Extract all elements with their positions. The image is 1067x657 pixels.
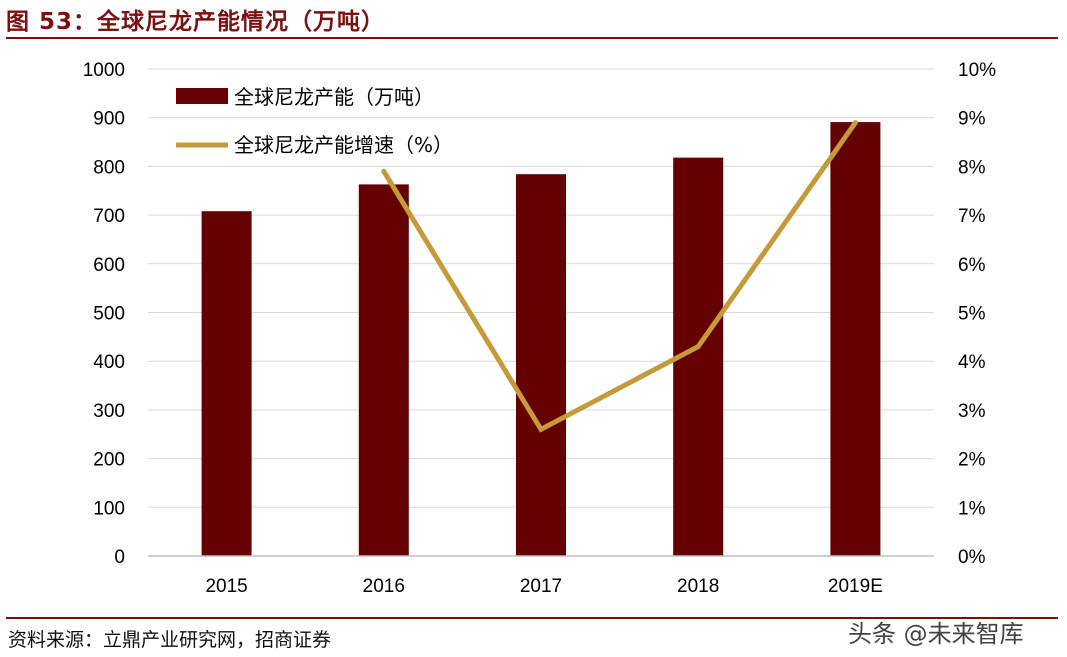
y-right-tick-label: 6%	[958, 255, 986, 276]
y-right-tick-label: 7%	[958, 206, 986, 227]
y-left-tick-label: 1000	[83, 60, 125, 81]
chart-canvas: 0 100 200 300 400 500 600 700 800 900 1000 0% 1% 2% 3%…	[83, 60, 996, 597]
bar	[201, 211, 252, 557]
bar	[830, 122, 881, 556]
x-tick-label: 2016	[363, 576, 405, 597]
bar	[358, 184, 409, 556]
y-right-tick-label: 5%	[958, 304, 986, 325]
y-left-tick-label: 500	[93, 304, 125, 325]
y-right-tick-label: 1%	[958, 498, 986, 519]
legend-label-line: 全球尼龙产能增速（%）	[234, 133, 453, 157]
line-point	[381, 168, 387, 174]
bar-series	[201, 122, 881, 557]
y-left-tick-label: 600	[93, 255, 125, 276]
x-tick-label: 2017	[520, 576, 562, 597]
y-right-tick-label: 0%	[958, 547, 986, 568]
y-right-tick-label: 9%	[958, 109, 986, 130]
source-note: 资料来源：立鼎产业研究网，招商证券	[8, 629, 332, 651]
line-point	[852, 120, 858, 126]
y-left-tick-label: 300	[93, 401, 125, 422]
y-left-tick-label: 800	[93, 157, 125, 178]
axes: 0 100 200 300 400 500 600 700 800 900 1000 0% 1% 2% 3%…	[83, 60, 996, 597]
y-right-tick-label: 10%	[958, 60, 996, 81]
line-point	[538, 426, 544, 432]
y-right-tick-label: 2%	[958, 450, 986, 471]
title-divider	[6, 37, 1058, 39]
y-left-tick-label: 200	[93, 450, 125, 471]
bar	[516, 174, 566, 556]
legend-swatch-bar	[176, 88, 228, 104]
y-left-tick-label: 700	[93, 206, 125, 227]
line-series	[381, 120, 858, 433]
watermark: 头条 @未来智库	[848, 620, 1024, 648]
y-right-tick-label: 4%	[958, 352, 986, 373]
growth-line	[381, 121, 858, 433]
x-tick-label: 2015	[205, 576, 247, 597]
line-point	[695, 344, 701, 350]
y-left-tick-label: 900	[93, 109, 125, 130]
legend: 全球尼龙产能（万吨） 全球尼龙产能增速（%）	[176, 85, 453, 157]
y-right-tick-label: 8%	[958, 157, 986, 178]
y-left-tick-label: 0	[114, 547, 125, 568]
footer-divider	[6, 617, 1058, 619]
y-right-tick-label: 3%	[958, 401, 986, 422]
x-tick-label: 2019E	[828, 576, 883, 597]
y-left-tick-label: 400	[93, 352, 125, 373]
x-tick-label: 2018	[677, 576, 719, 597]
y-left-tick-label: 100	[93, 498, 125, 519]
legend-label-bar: 全球尼龙产能（万吨）	[234, 85, 434, 109]
figure-title: 图 53：全球尼龙产能情况（万吨）	[6, 9, 386, 35]
